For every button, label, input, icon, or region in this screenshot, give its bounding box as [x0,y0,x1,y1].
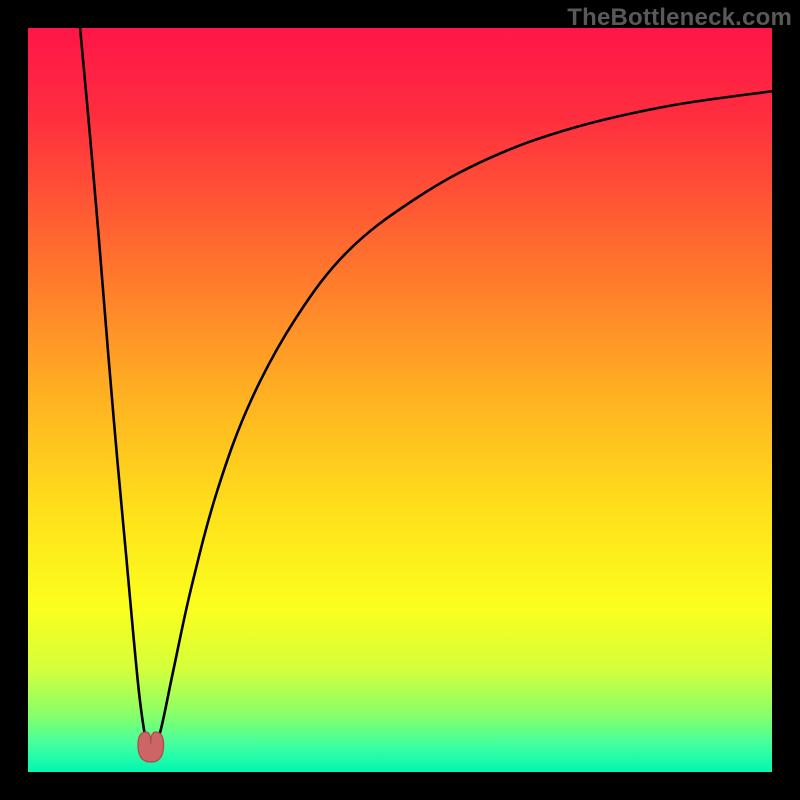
plot-area [28,28,772,772]
bottleneck-curve-left [80,28,151,757]
chart-canvas: TheBottleneck.com [0,0,800,800]
curve-layer [28,28,772,772]
watermark-text: TheBottleneck.com [567,4,792,32]
null-marker [138,732,164,762]
bottleneck-curve-right [151,91,772,757]
